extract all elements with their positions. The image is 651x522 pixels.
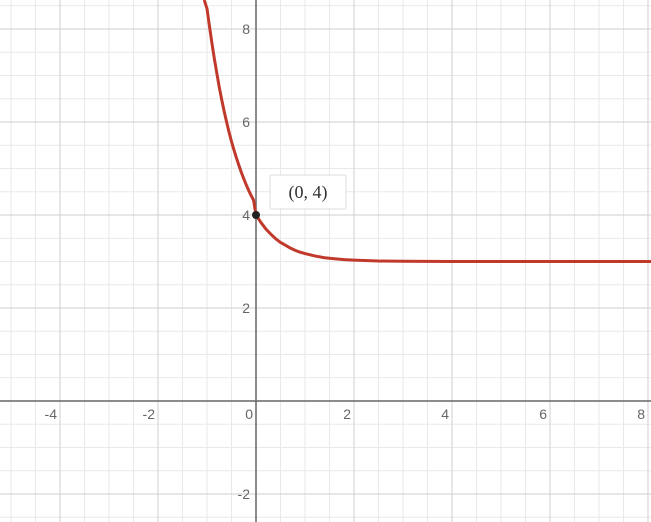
y-tick-label: 2 [242, 300, 250, 316]
x-tick-label: 8 [637, 406, 645, 422]
point-label-text: (0, 4) [289, 182, 328, 203]
y-tick-label: 4 [242, 207, 250, 223]
chart-container: -4 -2 0 2 4 6 8 -2 2 4 6 8 (0, 4) [0, 0, 651, 522]
y-tick-label: -2 [238, 486, 251, 502]
y-tick-label: 8 [242, 21, 250, 37]
x-tick-label: 6 [539, 406, 547, 422]
x-tick-label: -4 [45, 406, 58, 422]
x-tick-label: -2 [143, 406, 156, 422]
marked-point [252, 211, 260, 219]
x-tick-label: 4 [441, 406, 449, 422]
y-tick-label: 6 [242, 114, 250, 130]
x-tick-label: 2 [343, 406, 351, 422]
x-tick-label: 0 [245, 406, 253, 422]
chart-svg: -4 -2 0 2 4 6 8 -2 2 4 6 8 (0, 4) [0, 0, 651, 522]
